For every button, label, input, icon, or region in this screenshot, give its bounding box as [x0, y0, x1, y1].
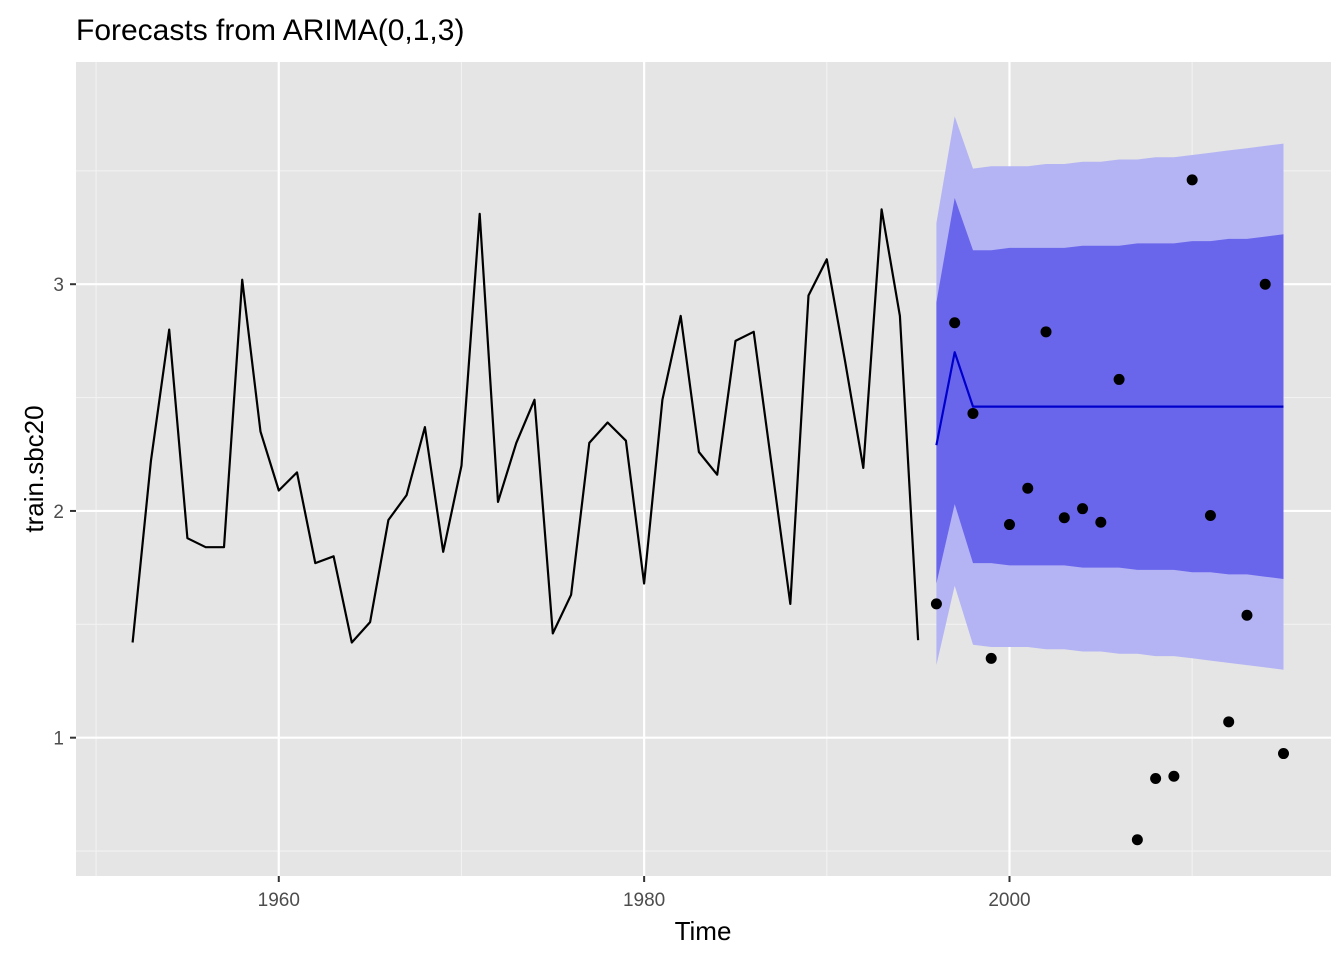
x-tick-label: 1960 — [258, 890, 300, 911]
y-axis-ticks: 1 2 3 — [53, 275, 76, 750]
test-point — [1204, 509, 1216, 521]
test-point — [967, 407, 979, 419]
y-tick-label: 3 — [53, 275, 64, 296]
history-series-line — [131, 208, 920, 644]
test-point — [1186, 174, 1198, 186]
y-tick-label: 2 — [53, 502, 64, 523]
prediction-intervals — [936, 116, 1284, 670]
interval-80-band — [936, 198, 1284, 584]
test-point — [1259, 278, 1271, 290]
test-points — [930, 174, 1290, 846]
test-point — [985, 652, 997, 664]
test-point — [1113, 373, 1125, 385]
y-axis-title: train.sbc20 — [19, 405, 49, 532]
test-point — [949, 317, 961, 329]
y-tick-label: 1 — [53, 729, 64, 750]
x-tick-label: 2000 — [988, 890, 1030, 911]
x-axis-ticks: 1960 1980 2000 — [258, 876, 1031, 911]
test-point — [1077, 503, 1089, 515]
x-axis-title: Time — [675, 916, 732, 946]
test-point — [930, 598, 942, 610]
chart-title: Forecasts from ARIMA(0,1,3) — [76, 14, 464, 47]
test-point — [1168, 770, 1180, 782]
test-point — [1278, 748, 1290, 760]
test-point — [1058, 512, 1070, 524]
forecast-mean-line — [935, 351, 1284, 446]
test-point — [1241, 609, 1253, 621]
test-point — [1095, 516, 1107, 528]
test-point — [1131, 834, 1143, 846]
test-point — [1150, 773, 1162, 785]
test-point — [1003, 519, 1015, 531]
test-point — [1040, 326, 1052, 338]
series-lines — [131, 208, 1284, 644]
test-point — [1223, 716, 1235, 728]
test-point — [1022, 482, 1034, 494]
x-tick-label: 1980 — [623, 890, 665, 911]
